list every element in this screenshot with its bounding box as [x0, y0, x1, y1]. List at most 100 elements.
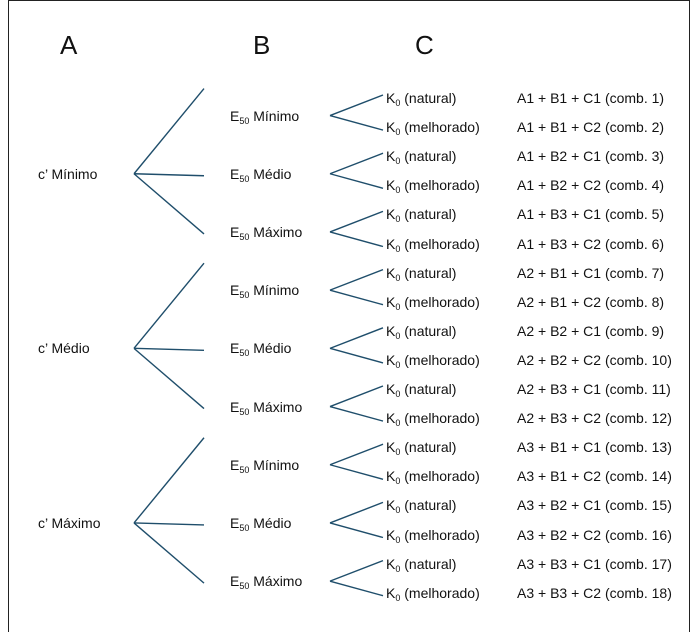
c-node-label-symbol: K — [386, 90, 396, 106]
c-node-label-symbol: K — [386, 264, 396, 281]
b-node-label-text: Máximo — [249, 398, 303, 415]
b-to-c-branch — [329, 327, 384, 350]
c-node-label-text: (melhorado) — [400, 351, 480, 368]
c-node-label-text: (melhorado) — [400, 526, 480, 543]
c-node-label-text: (natural) — [400, 381, 457, 397]
b-node-label-subscript: 50 — [239, 173, 250, 184]
c-node-label-text: (natural) — [400, 206, 457, 223]
c-node-label: K0 (melhorado) — [386, 409, 480, 429]
b-to-c-branch — [329, 114, 384, 131]
combination-label: A3 + B2 + C2 (comb. 16) — [517, 526, 672, 543]
c-node-label: K0 (natural) — [386, 555, 456, 575]
b-node-label-text: Mínimo — [249, 282, 300, 299]
b-node-label-symbol: E — [230, 398, 240, 415]
c-node-label: K0 (natural) — [386, 205, 456, 225]
combination-label: A2 + B3 + C2 (comb. 12) — [517, 410, 672, 427]
c-node-label-text: (melhorado) — [400, 177, 480, 194]
b-node-label: E50 Médio — [230, 339, 291, 359]
c-node-label-subscript: 0 — [395, 272, 401, 283]
c-node-label-subscript: 0 — [395, 418, 401, 429]
b-node-label-subscript: 50 — [239, 290, 250, 301]
a-to-b-branch — [133, 262, 205, 349]
b-node-label: E50 Mínimo — [230, 281, 299, 301]
c-node-label-text: (melhorado) — [400, 410, 480, 427]
c-node-label-subscript: 0 — [395, 359, 401, 370]
c-node-label-subscript: 0 — [395, 243, 401, 254]
c-node-label: K0 (natural) — [386, 438, 456, 458]
c-node-label-symbol: K — [386, 526, 396, 543]
combination-label: A2 + B3 + C1 (comb. 11) — [517, 381, 671, 397]
c-node-label: K0 (natural) — [386, 380, 456, 400]
combination-label: A3 + B3 + C2 (comb. 18) — [517, 584, 672, 601]
c-node-label-text: (natural) — [400, 497, 457, 514]
c-node-label-subscript: 0 — [395, 476, 401, 487]
b-to-c-branch — [329, 405, 384, 422]
combination-label: A2 + B1 + C1 (comb. 7) — [517, 264, 665, 281]
b-node-label-text: Mínimo — [249, 107, 300, 124]
b-node-label: E50 Mínimo — [230, 456, 299, 476]
b-node-label-text: Médio — [249, 514, 292, 531]
a-node-label: c’ Mínimo — [38, 165, 98, 182]
b-node-label-symbol: E — [230, 107, 240, 124]
c-node-label-subscript: 0 — [395, 592, 401, 603]
a-to-b-branch — [133, 173, 205, 235]
c-node-label: K0 (melhorado) — [386, 351, 480, 371]
b-node-label: E50 Médio — [230, 514, 291, 534]
c-node-label-text: (melhorado) — [400, 584, 480, 601]
c-node-label-symbol: K — [386, 439, 396, 456]
b-node-label-subscript: 50 — [239, 464, 250, 475]
c-node-label: K0 (natural) — [386, 322, 456, 342]
b-node-label: E50 Mínimo — [230, 107, 299, 127]
c-node-label-text: (natural) — [400, 322, 457, 339]
b-node-label-text: Máximo — [249, 223, 303, 240]
combination-label: A3 + B1 + C2 (comb. 14) — [517, 468, 672, 485]
c-node-label: K0 (melhorado) — [386, 584, 480, 604]
b-to-c-branch — [329, 464, 384, 480]
c-node-label: K0 (natural) — [386, 496, 456, 516]
b-to-c-branch — [329, 173, 384, 189]
c-node-label: K0 (melhorado) — [386, 235, 480, 255]
combination-label: A1 + B3 + C1 (comb. 5) — [517, 206, 665, 223]
b-node-label-text: Máximo — [249, 573, 303, 590]
b-to-c-branch — [329, 385, 384, 408]
b-to-c-branch — [329, 501, 384, 524]
b-node-label-symbol: E — [230, 223, 240, 240]
c-node-label-subscript: 0 — [395, 127, 401, 138]
combination-label: A1 + B1 + C1 (comb. 1) — [517, 90, 665, 106]
b-node-label-text: Mínimo — [249, 456, 300, 473]
c-node-label-subscript: 0 — [395, 447, 401, 458]
b-node-label-subscript: 50 — [239, 348, 250, 359]
c-node-label-subscript: 0 — [395, 563, 401, 574]
b-node-label-subscript: 50 — [239, 115, 250, 126]
combination-label: A3 + B1 + C1 (comb. 13) — [517, 439, 672, 456]
header-c: C — [415, 30, 434, 60]
c-node-label: K0 (natural) — [386, 264, 456, 284]
b-node-label-subscript: 50 — [239, 581, 250, 592]
c-node-label-text: (natural) — [400, 148, 457, 165]
b-node-label-symbol: E — [230, 456, 240, 473]
c-node-label-symbol: K — [386, 148, 396, 165]
c-node-label-text: (natural) — [400, 555, 457, 572]
c-node-label-symbol: K — [386, 177, 396, 194]
c-node-label-text: (melhorado) — [400, 468, 480, 485]
c-node-label: K0 (melhorado) — [386, 118, 480, 138]
b-to-c-branch — [329, 210, 384, 233]
b-to-c-branch — [329, 268, 384, 291]
c-node-label-subscript: 0 — [395, 534, 401, 545]
b-to-c-branch — [329, 559, 384, 582]
a-to-b-branch — [133, 347, 205, 410]
a-to-b-branch — [133, 522, 205, 584]
c-node-label: K0 (melhorado) — [386, 526, 480, 546]
c-node-label-text: (melhorado) — [400, 119, 480, 136]
c-node-label: K0 (melhorado) — [386, 176, 480, 196]
c-node-label-symbol: K — [386, 293, 396, 310]
combination-label: A2 + B2 + C1 (comb. 9) — [517, 322, 665, 339]
c-node-label: K0 (natural) — [386, 89, 456, 109]
combination-label: A1 + B2 + C2 (comb. 4) — [517, 177, 665, 194]
c-node-label-subscript: 0 — [395, 330, 401, 341]
c-node-label-symbol: K — [386, 206, 396, 223]
b-to-c-branch — [329, 94, 384, 117]
c-node-label-subscript: 0 — [395, 301, 401, 312]
b-node-label: E50 Máximo — [230, 572, 302, 592]
